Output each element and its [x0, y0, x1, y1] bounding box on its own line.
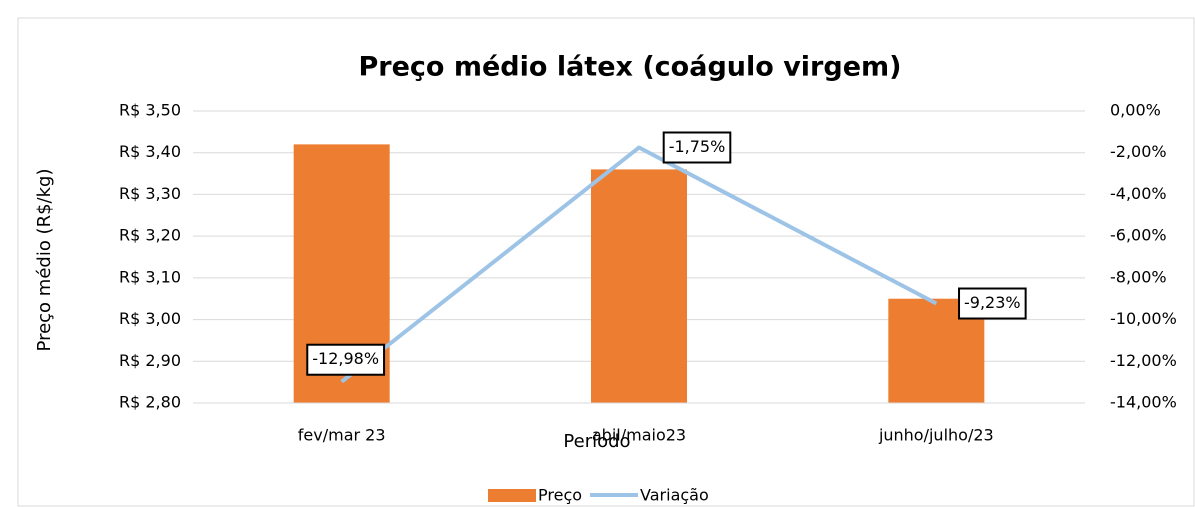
y2-tick-label: -12,00% — [1110, 351, 1177, 370]
x-tick-label: junho/julho/23 — [878, 426, 994, 445]
y-tick-label: R$ 2,90 — [119, 351, 181, 370]
legend-label: Preço — [538, 486, 582, 505]
y2-tick-label: -6,00% — [1110, 226, 1167, 245]
y-tick-label: R$ 3,20 — [119, 226, 181, 245]
y2-tick-label: -2,00% — [1110, 142, 1167, 161]
y-tick-label: R$ 3,40 — [119, 142, 181, 161]
y-tick-label: R$ 2,80 — [119, 393, 181, 412]
legend-label: Variação — [640, 486, 709, 505]
y2-tick-label: -8,00% — [1110, 267, 1167, 286]
bar — [591, 169, 687, 403]
data-label-box — [662, 131, 732, 164]
x-axis-title: Período — [563, 431, 630, 452]
data-label-box — [306, 343, 386, 376]
y2-tick-label: -4,00% — [1110, 184, 1167, 203]
x-tick-label: abil/maio23 — [592, 426, 686, 445]
y-tick-label: R$ 3,30 — [119, 184, 181, 203]
y-tick-label: R$ 3,50 — [119, 101, 181, 120]
y2-tick-label: -10,00% — [1110, 309, 1177, 328]
data-label-box — [958, 287, 1027, 320]
data-label: -12,98% — [312, 349, 379, 368]
y-tick-label: R$ 3,10 — [119, 267, 181, 286]
y-axis-title: Preço médio (R$/kg) — [34, 169, 55, 352]
y2-tick-label: -14,00% — [1110, 393, 1177, 412]
chart-title: Preço médio látex (coágulo virgem) — [358, 52, 901, 83]
line — [340, 145, 938, 384]
x-tick-label: fev/mar 23 — [298, 426, 386, 445]
data-label: -1,75% — [669, 137, 726, 156]
y2-tick-label: 0,00% — [1110, 101, 1161, 120]
data-label: -9,23% — [964, 293, 1021, 312]
y-tick-label: R$ 3,00 — [119, 309, 181, 328]
legend-swatch — [488, 489, 536, 502]
